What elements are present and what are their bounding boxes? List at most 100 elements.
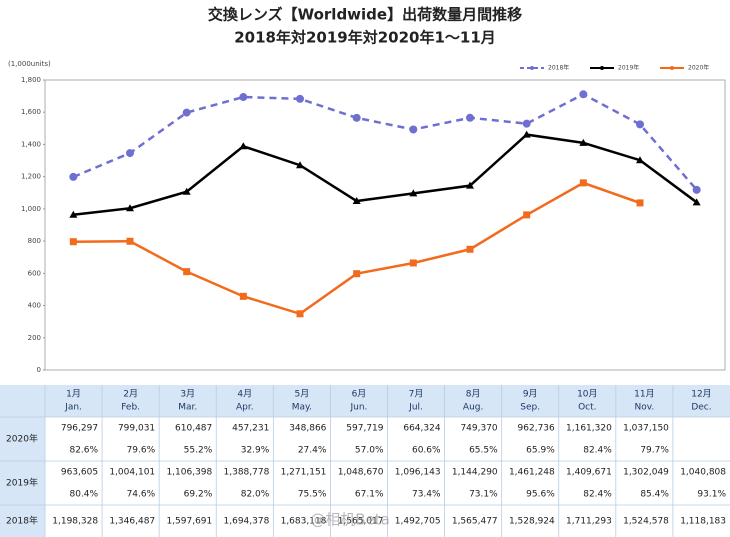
- table-col-head-en: Oct.: [578, 403, 596, 413]
- table-value: 610,487: [175, 424, 212, 434]
- marker: [636, 120, 644, 129]
- marker: [69, 172, 78, 181]
- legend-dot: [600, 66, 604, 70]
- table-col-head: 7月: [409, 389, 424, 400]
- y-tick-label: 400: [28, 302, 41, 310]
- marker: [183, 268, 191, 276]
- y-tick-label: 800: [28, 237, 41, 245]
- series-line: [73, 133, 698, 216]
- marker: [239, 292, 247, 300]
- plot-frame: [44, 79, 726, 371]
- marker: [409, 189, 418, 197]
- table-row-head: 2018年: [6, 515, 38, 527]
- table-value: 1,409,671: [566, 468, 612, 478]
- marker: [466, 113, 474, 122]
- table-value: 1,492,705: [395, 517, 441, 527]
- table-value: 348,866: [289, 424, 326, 434]
- table-ratio: 93.1%: [697, 490, 726, 500]
- table-value: 1,711,293: [566, 517, 612, 527]
- table-value: 1,302,049: [623, 468, 669, 478]
- table-ratio: 75.5%: [298, 490, 327, 500]
- marker: [636, 156, 644, 164]
- y-tick-label: 1,200: [21, 173, 41, 181]
- marker: [692, 185, 701, 194]
- table-ratio: 73.1%: [469, 490, 498, 500]
- table-value: 1,271,151: [281, 468, 327, 478]
- table-value: 963,605: [61, 468, 98, 478]
- marker: [579, 138, 588, 146]
- marker: [296, 161, 304, 169]
- table-value: 749,370: [460, 424, 497, 434]
- table-ratio: 73.4%: [412, 490, 441, 500]
- legend-dot: [530, 66, 534, 70]
- table-ratio: 82.4%: [583, 490, 612, 500]
- y-tick-label: 1,600: [21, 108, 41, 116]
- table-ratio: 60.6%: [412, 446, 441, 456]
- table-ratio: 82.6%: [69, 446, 98, 456]
- table-value: 1,040,808: [680, 468, 726, 478]
- marker: [466, 181, 474, 189]
- marker: [239, 142, 248, 150]
- table-value: 1,144,290: [452, 468, 498, 478]
- marker: [353, 270, 361, 278]
- legend-label: 2020年: [688, 64, 709, 72]
- table-col-head-en: Dec.: [691, 403, 711, 413]
- marker: [239, 93, 248, 102]
- marker: [182, 187, 191, 195]
- series-line: [72, 92, 698, 191]
- marker: [352, 197, 361, 205]
- table-ratio: 32.9%: [241, 446, 270, 456]
- table-value: 799,031: [118, 424, 155, 434]
- legend-label: 2019年: [618, 64, 639, 72]
- marker: [69, 238, 77, 246]
- table-ratio: 79.7%: [640, 446, 669, 456]
- table-ratio: 79.6%: [127, 446, 156, 456]
- table-value: 1,096,143: [395, 468, 441, 478]
- marker: [579, 179, 587, 187]
- table-row-head: 2019年: [6, 477, 38, 489]
- marker: [579, 90, 588, 99]
- table-value: 962,736: [518, 424, 555, 434]
- marker: [692, 198, 701, 206]
- y-tick-label: 0: [37, 366, 41, 374]
- table-col-head: 1月: [66, 389, 81, 400]
- marker: [69, 210, 78, 218]
- table-value: 1,037,150: [623, 424, 669, 434]
- table-col-head-en: Apr.: [236, 403, 254, 413]
- marker: [523, 211, 531, 219]
- table-ratio: 82.4%: [583, 446, 612, 456]
- table-ratio: 69.2%: [184, 490, 213, 500]
- table-ratio: 95.6%: [526, 490, 555, 500]
- table-row-head: 2020年: [6, 433, 38, 445]
- table-ratio: 67.1%: [355, 490, 384, 500]
- marker: [522, 130, 531, 138]
- table-value: 1,106,398: [166, 468, 212, 478]
- marker: [636, 199, 644, 207]
- chart-title: 交換レンズ【Worldwide】出荷数量月間推移: [208, 6, 522, 24]
- table-col-head: 4月: [237, 389, 252, 400]
- table-col-head: 3月: [180, 389, 195, 400]
- table-col-head: 6月: [352, 389, 367, 400]
- marker: [466, 245, 474, 253]
- y-tick-label: 600: [28, 269, 41, 277]
- table-value: 1,683,118: [281, 517, 327, 527]
- table-ratio: 85.4%: [640, 490, 669, 500]
- table-col-head: 9月: [523, 389, 538, 400]
- table-ratio: 82.0%: [241, 490, 270, 500]
- marker: [296, 94, 304, 103]
- table-col-head: 5月: [295, 389, 310, 400]
- table-value: 1,524,578: [623, 517, 669, 527]
- table-value: 1,004,101: [109, 468, 155, 478]
- table-col-head-en: Jun.: [349, 403, 367, 413]
- table-ratio: 57.0%: [355, 446, 384, 456]
- legend-dot: [670, 66, 674, 70]
- legend-label: 2018年: [548, 64, 569, 72]
- y-tick-label: 1,000: [21, 205, 41, 213]
- table-col-head: 10月: [577, 389, 597, 400]
- table-col-head-en: Aug.: [463, 403, 483, 413]
- marker: [296, 310, 304, 318]
- table-ratio: 80.4%: [69, 490, 98, 500]
- marker: [522, 119, 531, 128]
- marker: [352, 113, 361, 122]
- table-ratio: 55.2%: [184, 446, 213, 456]
